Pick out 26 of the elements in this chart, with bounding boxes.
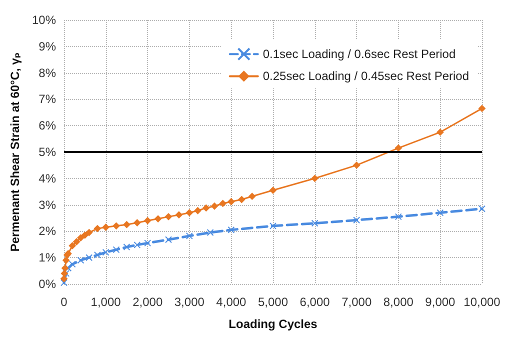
x-tick-label: 10,000 bbox=[464, 295, 501, 309]
y-tick-label: 7% bbox=[38, 92, 56, 106]
x-tick-label: 6,000 bbox=[300, 295, 330, 309]
y-tick-label: 3% bbox=[38, 198, 56, 212]
x-tick-label: 5,000 bbox=[258, 295, 288, 309]
x-tick-label: 8,000 bbox=[383, 295, 414, 309]
x-tick-label: 1,000 bbox=[90, 295, 122, 309]
x-tick-label: 2,000 bbox=[132, 295, 163, 309]
x-tick-label: 0 bbox=[60, 295, 68, 309]
x-tick-label: 3,000 bbox=[174, 295, 205, 309]
y-tick-label: 8% bbox=[38, 66, 56, 80]
y-tick-label: 6% bbox=[38, 118, 56, 133]
x-tick-label: 7,000 bbox=[342, 295, 372, 309]
y-tick-label: 1% bbox=[38, 250, 56, 265]
y-tick-label: 10% bbox=[32, 13, 56, 27]
y-axis-title: Permenant Shear Strain at 60°C, γₚ bbox=[8, 52, 22, 252]
legend-label: 0.1sec Loading / 0.6sec Rest Period bbox=[262, 47, 456, 62]
y-tick-label: 0% bbox=[38, 277, 56, 291]
y-tick-label: 5% bbox=[38, 145, 56, 159]
x-tick-label: 4,000 bbox=[216, 295, 247, 309]
y-tick-label: 2% bbox=[38, 224, 56, 238]
x-tick-label: 9,000 bbox=[425, 295, 456, 309]
legend-label: 0.25sec Loading / 0.45sec Rest Period bbox=[262, 69, 470, 84]
x-axis-title: Loading Cycles bbox=[228, 317, 318, 331]
y-tick-label: 4% bbox=[38, 171, 56, 186]
y-tick-label: 9% bbox=[38, 39, 56, 54]
